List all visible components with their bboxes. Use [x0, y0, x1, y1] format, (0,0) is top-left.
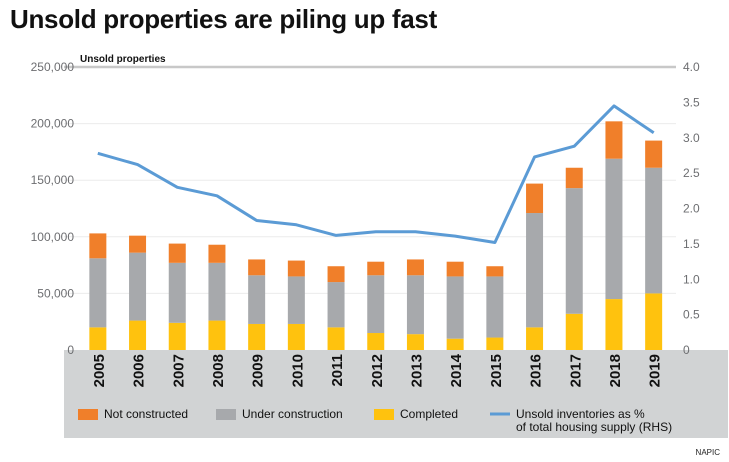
y-tick-label: 250,000 — [31, 60, 75, 74]
y-tick-label: 200,000 — [31, 117, 75, 131]
legend-label: Completed — [400, 407, 458, 421]
bar-completed — [287, 323, 305, 350]
x-tick-label: 2012 — [369, 354, 386, 387]
legend-label: Under construction — [242, 407, 343, 421]
x-axis-ticks: 2005 2006 2007 2008 2009 2010 2011 2012 2013 2014… — [91, 353, 664, 387]
line-unsold-inventory — [97, 104, 655, 244]
chart-subtitle: Unsold properties — [80, 54, 166, 65]
bar-not-constructed — [526, 183, 544, 214]
y-tick-label: 50,000 — [37, 286, 74, 300]
line-series — [97, 104, 655, 244]
bar-completed — [526, 327, 544, 350]
bar-completed — [486, 337, 504, 350]
bar-not-constructed — [327, 266, 345, 283]
bar-not-constructed — [565, 167, 583, 189]
bar-not-constructed — [208, 244, 226, 263]
bar-under-construction — [129, 252, 147, 321]
x-tick-label: 2014 — [448, 353, 465, 387]
x-tick-label: 2010 — [289, 354, 306, 387]
bar-under-construction — [406, 275, 424, 335]
y-axis-ticks: 250,000 200,000 150,000 100,000 50,000 0 — [31, 60, 75, 357]
x-tick-label: 2005 — [91, 354, 108, 387]
bar-not-constructed — [406, 259, 424, 276]
bar-not-constructed — [129, 235, 147, 253]
x-tick-label: 2009 — [250, 354, 267, 387]
bar-under-construction — [605, 158, 623, 300]
legend-swatch — [216, 409, 236, 420]
bar-completed — [367, 333, 385, 350]
bar-not-constructed — [367, 261, 385, 276]
bar-not-constructed — [446, 261, 464, 277]
bar-under-construction — [327, 282, 345, 328]
bar-completed — [129, 320, 147, 350]
x-tick-label: 2016 — [528, 354, 545, 387]
bar-completed — [605, 299, 623, 350]
source-label: NAPIC — [695, 448, 720, 457]
x-tick-label: 2008 — [210, 354, 227, 387]
bar-under-construction — [89, 258, 107, 328]
bar-completed — [208, 320, 226, 350]
bar-completed — [406, 334, 424, 350]
x-tick-label: 2011 — [329, 354, 346, 387]
y2-tick-label: 2.5 — [683, 166, 700, 180]
y2-tick-label: 3.5 — [683, 95, 700, 109]
y-tick-label: 100,000 — [31, 230, 75, 244]
y2-tick-label: 2.0 — [683, 202, 700, 216]
legend-swatch — [374, 409, 394, 420]
legend-label: Not constructed — [104, 407, 188, 421]
bar-under-construction — [248, 275, 266, 324]
chart-title: Unsold properties are piling up fast — [10, 4, 437, 34]
bar-not-constructed — [248, 259, 266, 276]
x-tick-label: 2007 — [170, 354, 187, 387]
y2-tick-label: 1.5 — [683, 237, 700, 251]
bar-completed — [248, 323, 266, 350]
bar-under-construction — [208, 262, 226, 321]
legend-swatch — [78, 409, 98, 420]
x-tick-label: 2018 — [607, 354, 624, 387]
y-tick-label: 150,000 — [31, 173, 75, 187]
bar-under-construction — [526, 213, 544, 328]
xaxis-band — [64, 350, 728, 438]
bar-completed — [89, 327, 107, 350]
bar-not-constructed — [89, 233, 107, 259]
bar-under-construction — [367, 275, 385, 334]
bar-under-construction — [168, 262, 186, 323]
y2-tick-label: 0.5 — [683, 308, 700, 322]
y-tick-label: 0 — [67, 343, 74, 357]
x-tick-label: 2013 — [408, 354, 425, 387]
bar-completed — [645, 293, 663, 350]
legend: Not constructed Under construction Complet… — [78, 407, 672, 434]
x-tick-label: 2019 — [647, 354, 664, 387]
y2-tick-label: 4.0 — [683, 60, 700, 74]
bar-under-construction — [486, 276, 504, 338]
bar-under-construction — [565, 188, 583, 314]
y2-tick-label: 0 — [683, 343, 690, 357]
bar-not-constructed — [605, 121, 623, 159]
bar-under-construction — [645, 167, 663, 294]
bar-not-constructed — [645, 140, 663, 168]
bar-not-constructed — [287, 260, 305, 277]
bar-not-constructed — [486, 266, 504, 277]
bar-completed — [446, 338, 464, 350]
y2-axis-ticks: 4.0 3.5 3.0 2.5 2.0 1.5 1.0 0.5 0 — [683, 60, 700, 357]
bar-not-constructed — [168, 243, 186, 263]
bar-completed — [327, 327, 345, 350]
x-tick-label: 2006 — [131, 354, 148, 387]
legend-label: Unsold inventories as % — [516, 407, 645, 421]
bar-completed — [565, 313, 583, 350]
legend-label-line2: of total housing supply (RHS) — [516, 420, 672, 434]
bar-under-construction — [287, 276, 305, 324]
bar-completed — [168, 322, 186, 350]
x-tick-label: 2017 — [567, 354, 584, 387]
y2-tick-label: 1.0 — [683, 272, 700, 286]
y2-tick-label: 3.0 — [683, 131, 700, 145]
x-tick-label: 2015 — [488, 354, 505, 387]
bar-under-construction — [446, 276, 464, 339]
bars — [89, 121, 663, 350]
